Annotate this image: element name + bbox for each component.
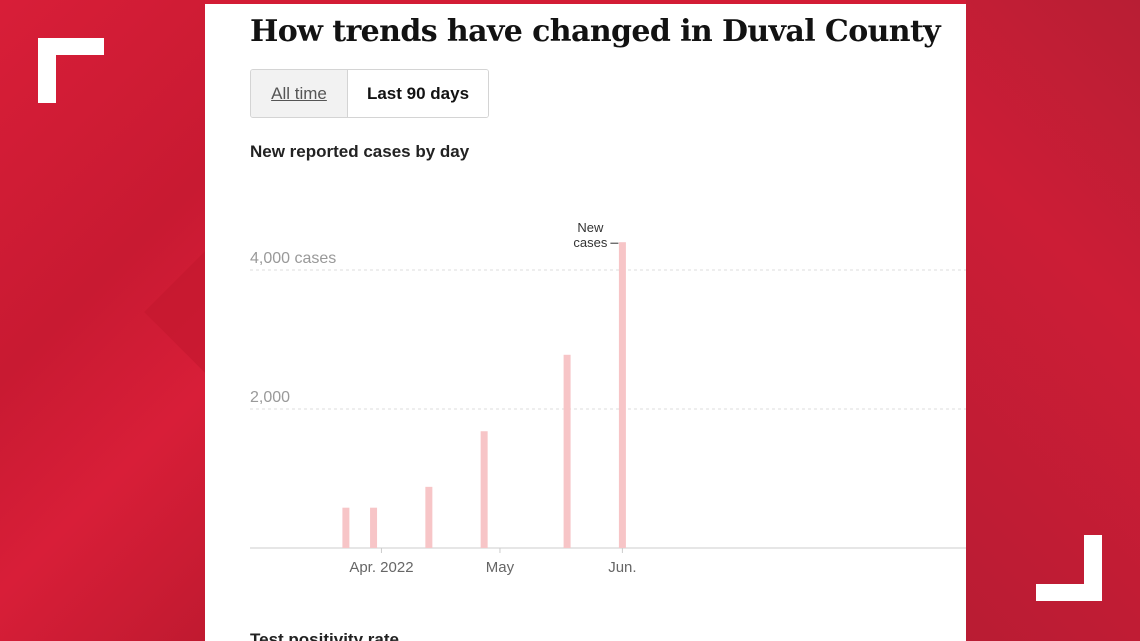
y-tick-label-0: 2,000 — [250, 389, 290, 406]
annotation-line1: New — [577, 220, 604, 235]
chart-subtitle: New reported cases by day — [250, 142, 470, 161]
all-time-button[interactable]: All time — [251, 70, 348, 117]
last-90-days-button[interactable]: Last 90 days — [348, 70, 488, 117]
corner-bracket-top-left — [38, 38, 104, 103]
corner-bracket-bottom-right — [1036, 535, 1102, 601]
article-panel: How trends have changed in Duval County … — [205, 4, 966, 641]
background-right — [966, 0, 1140, 641]
bar-5 — [618, 242, 626, 548]
x-tick-label-1: May — [486, 559, 515, 576]
bar-4 — [563, 354, 571, 548]
y-tick-label-1: 4,000 cases — [250, 250, 336, 267]
bar-2 — [425, 486, 433, 548]
bar-0 — [342, 507, 350, 548]
next-section-title: Test positivity rate — [250, 630, 399, 641]
bar-1 — [370, 507, 378, 548]
annotation-line2: cases — [573, 235, 607, 250]
page-title: How trends have changed in Duval County — [250, 14, 941, 49]
x-tick-label-0: Apr. 2022 — [349, 559, 413, 576]
x-tick-label-2: Jun. — [608, 559, 636, 576]
bar-3 — [480, 431, 488, 548]
time-range-toggle: All time Last 90 days — [250, 69, 489, 118]
